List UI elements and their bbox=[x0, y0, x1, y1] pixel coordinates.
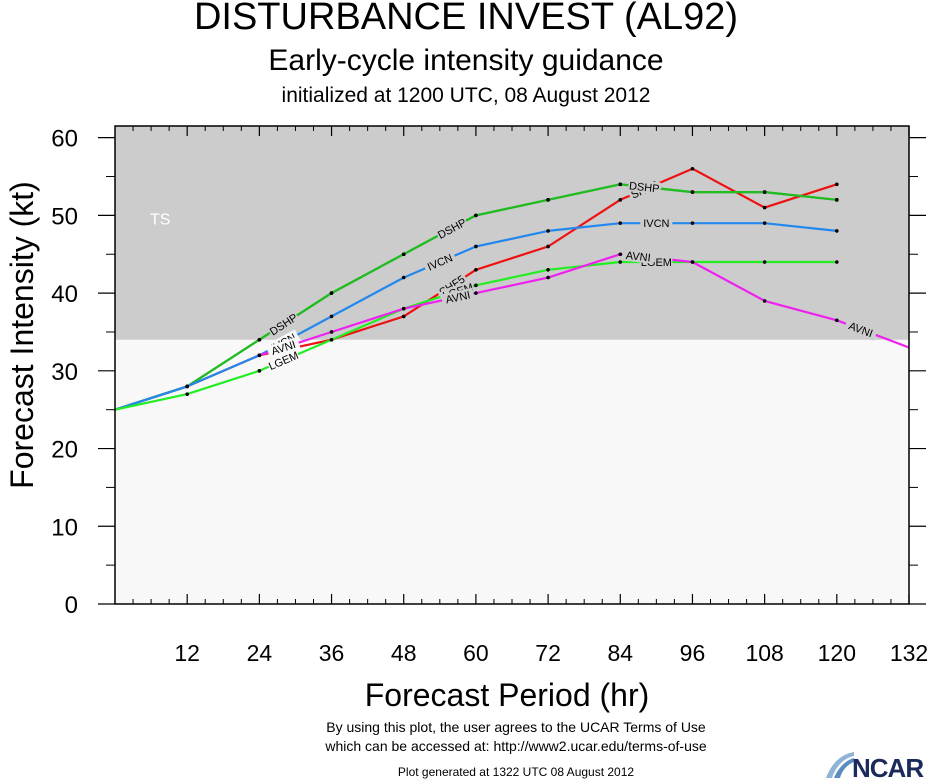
x-tick-label: 108 bbox=[745, 640, 783, 666]
point-dshp bbox=[474, 213, 478, 218]
point-dshp bbox=[329, 291, 334, 295]
series-label-ivcn: IVCN bbox=[643, 218, 669, 230]
point-ivcn bbox=[835, 229, 839, 233]
point-lgem bbox=[762, 260, 767, 264]
point-ivcn bbox=[618, 221, 623, 225]
chart-init-time: initialized at 1200 UTC, 08 August 2012 bbox=[281, 84, 651, 107]
point-shf5 bbox=[690, 166, 695, 171]
series-label-dshp: DSHP bbox=[628, 180, 660, 195]
ncar-logo-text: NCAR bbox=[852, 753, 924, 783]
x-tick-label: 72 bbox=[535, 640, 561, 666]
y-tick-label: 20 bbox=[51, 437, 78, 464]
point-shf5 bbox=[618, 198, 623, 202]
series-label-bg bbox=[440, 287, 475, 307]
point-lgem bbox=[185, 392, 189, 396]
point-avni bbox=[257, 353, 262, 358]
y-axis-label: Forecast Intensity (kt) bbox=[4, 181, 40, 489]
series-line-avni bbox=[259, 253, 910, 357]
x-tick-label: 132 bbox=[890, 640, 928, 666]
point-lgem bbox=[835, 260, 839, 264]
terms-line-2: which can be accessed at: http://www2.uc… bbox=[325, 738, 707, 754]
point-avni bbox=[329, 330, 334, 334]
series-label-bg bbox=[266, 336, 301, 359]
point-dshp bbox=[546, 198, 550, 202]
y-tick-label: 60 bbox=[51, 126, 78, 153]
y-tick-label: 50 bbox=[51, 203, 78, 230]
point-shf5 bbox=[474, 267, 478, 272]
x-axis-label: Forecast Period (hr) bbox=[365, 677, 650, 713]
point-shf5 bbox=[762, 205, 767, 210]
point-avni bbox=[401, 306, 406, 311]
x-tick-label: 60 bbox=[463, 640, 489, 666]
point-dshp bbox=[618, 182, 623, 187]
point-ivcn bbox=[401, 275, 406, 280]
series-label-bg bbox=[266, 310, 301, 338]
point-dshp bbox=[690, 190, 695, 194]
point-shf5 bbox=[546, 244, 550, 249]
point-avni bbox=[618, 252, 623, 257]
plot-generated-text: Plot generated at 1322 UTC 08 August 201… bbox=[397, 765, 635, 779]
series-label-avni: AVNI bbox=[445, 289, 472, 306]
series-label-bg bbox=[422, 250, 457, 274]
point-lgem bbox=[546, 267, 550, 272]
point-ivcn bbox=[546, 229, 550, 233]
series-label-bg bbox=[627, 179, 661, 195]
series-label-bg bbox=[434, 215, 469, 242]
series-label-bg bbox=[266, 348, 301, 373]
series-label-bg bbox=[843, 318, 878, 341]
point-avni bbox=[546, 275, 550, 280]
x-tick-label: 120 bbox=[818, 640, 856, 666]
point-shf5 bbox=[401, 314, 406, 319]
point-lgem bbox=[474, 283, 478, 288]
x-tick-label: 12 bbox=[174, 640, 200, 666]
point-dshp bbox=[257, 337, 262, 342]
series-label-bg bbox=[640, 217, 673, 230]
chart-subtitle: Early-cycle intensity guidance bbox=[268, 44, 664, 77]
point-lgem bbox=[329, 337, 334, 342]
point-dshp bbox=[835, 198, 839, 202]
point-avni bbox=[474, 291, 478, 295]
point-dshp bbox=[762, 190, 767, 194]
point-dshp bbox=[401, 252, 406, 257]
point-lgem bbox=[257, 369, 262, 373]
series-label-bg bbox=[621, 248, 655, 264]
ncar-logo-icon bbox=[826, 752, 854, 778]
terms-line-1: By using this plot, the user agrees to t… bbox=[326, 719, 706, 735]
point-avni bbox=[835, 318, 839, 323]
x-tick-label: 84 bbox=[607, 640, 633, 666]
x-tick-label: 24 bbox=[247, 640, 273, 666]
ts-band-label: TS bbox=[150, 212, 170, 229]
point-ivcn bbox=[185, 384, 189, 389]
point-ivcn bbox=[762, 221, 767, 225]
x-tick-label: 36 bbox=[319, 640, 345, 666]
x-tick-label: 96 bbox=[680, 640, 706, 666]
chart-title: DISTURBANCE INVEST (AL92) bbox=[193, 0, 739, 38]
y-tick-label: 0 bbox=[65, 592, 78, 619]
point-shf5 bbox=[835, 182, 839, 187]
point-ivcn bbox=[474, 244, 478, 249]
y-tick-label: 30 bbox=[51, 359, 78, 386]
point-avni bbox=[762, 299, 767, 303]
y-tick-label: 10 bbox=[51, 514, 78, 541]
y-tick-label: 40 bbox=[51, 281, 78, 308]
point-lgem bbox=[618, 260, 623, 264]
point-ivcn bbox=[329, 314, 334, 319]
point-avni bbox=[690, 260, 695, 264]
series-label-avni: AVNI bbox=[625, 250, 651, 265]
point-ivcn bbox=[690, 221, 695, 225]
x-tick-label: 48 bbox=[391, 640, 417, 666]
